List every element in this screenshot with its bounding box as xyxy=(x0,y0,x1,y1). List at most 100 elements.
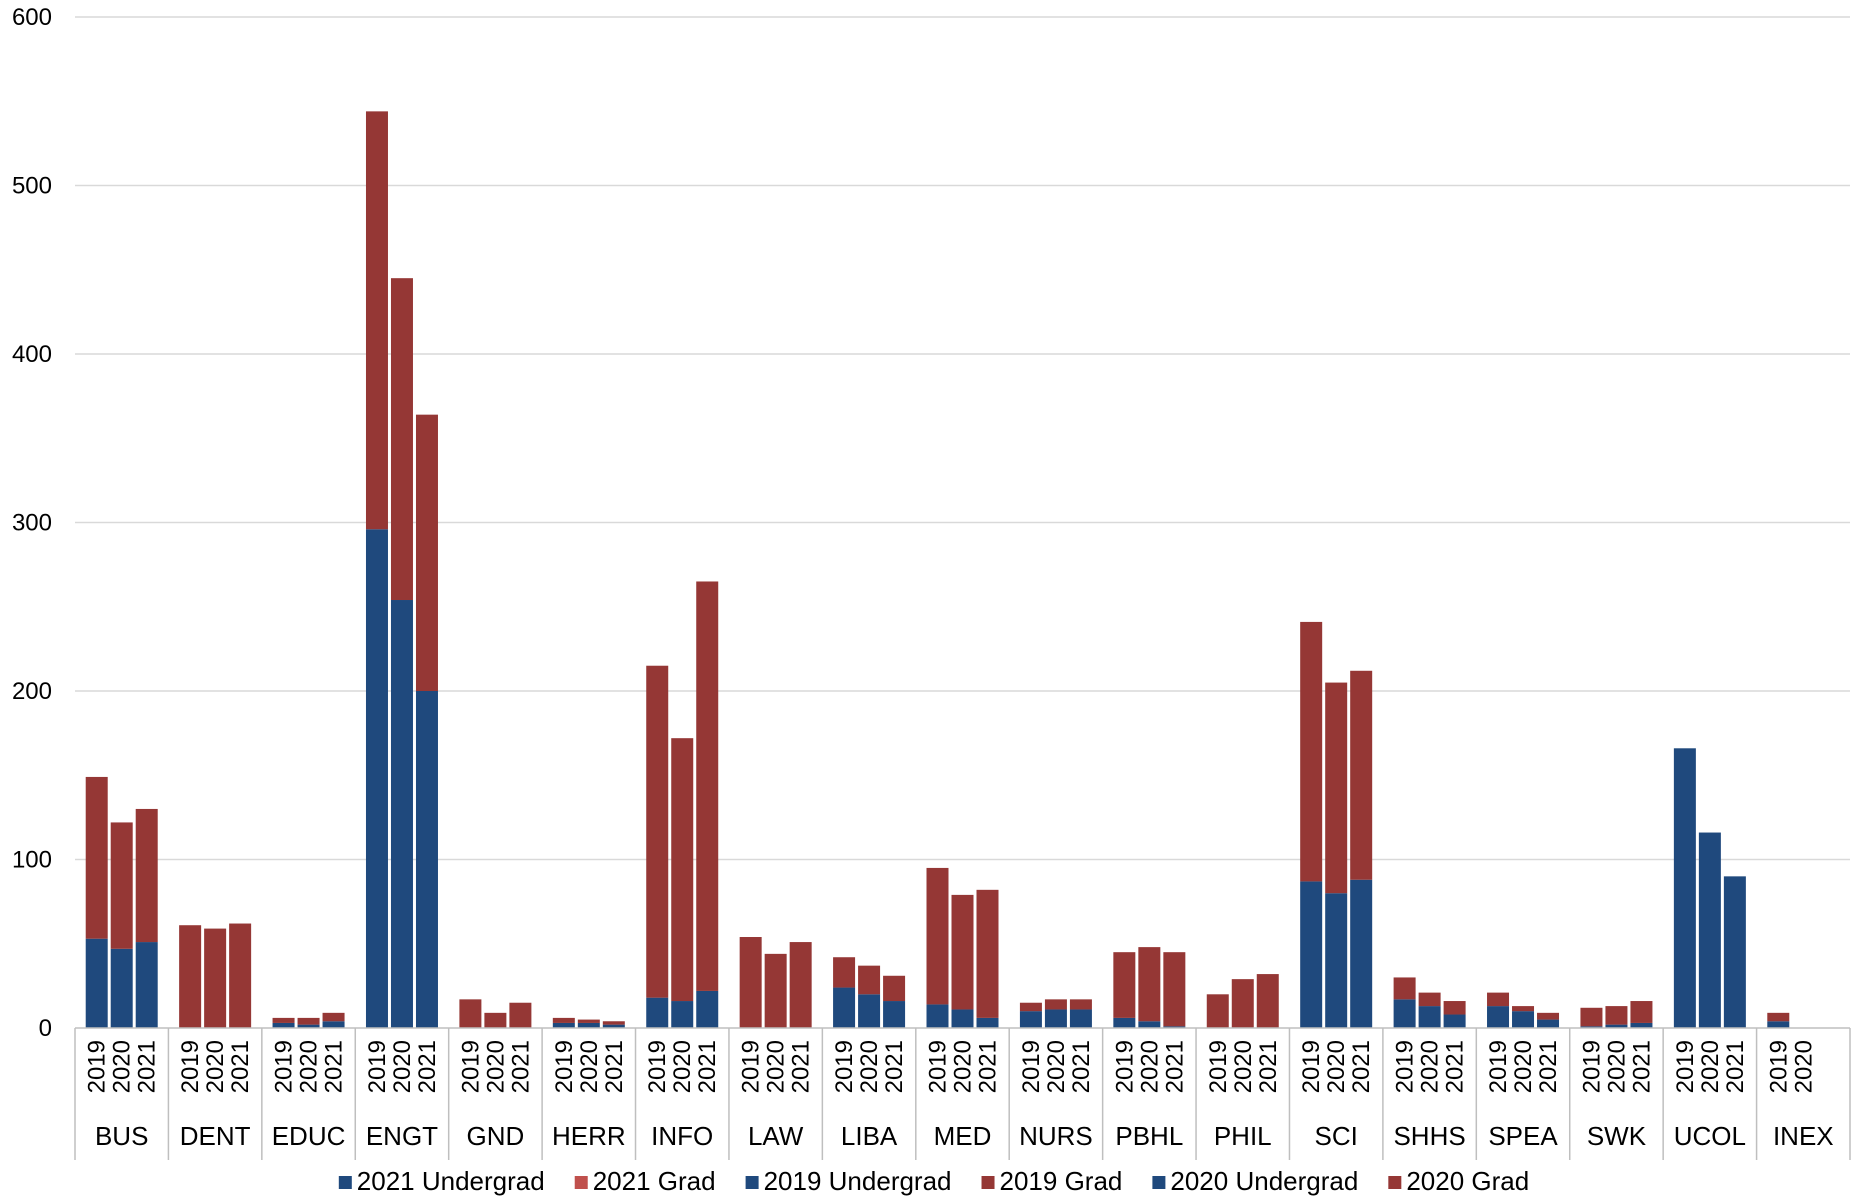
year-tick-label: 2019 xyxy=(644,1040,671,1093)
bar-spea-2021-grad xyxy=(1537,1012,1560,1020)
bar-liba-2021-grad xyxy=(883,975,906,1002)
year-tick-label: 2021 xyxy=(507,1040,534,1093)
year-tick-label: 2019 xyxy=(84,1040,111,1093)
bar-educ-2020-grad xyxy=(297,1017,320,1025)
bar-liba-2020-grad xyxy=(858,965,881,995)
bar-pbhl-2020-grad xyxy=(1138,947,1161,1022)
bar-info-2021-grad xyxy=(696,581,719,991)
category-label-shhs: SHHS xyxy=(1393,1121,1465,1151)
category-label-nurs: NURS xyxy=(1019,1121,1093,1151)
bar-nurs-2021-undergrad xyxy=(1069,1009,1092,1028)
year-tick-label: 2021 xyxy=(1068,1040,1095,1093)
legend-swatch xyxy=(1388,1176,1402,1189)
year-tick-label: 2020 xyxy=(482,1040,509,1093)
legend-swatch xyxy=(981,1176,995,1189)
year-tick-label: 2020 xyxy=(296,1040,323,1093)
bar-sci-2021-undergrad xyxy=(1350,879,1373,1028)
year-tick-label: 2020 xyxy=(763,1040,790,1093)
category-label-spea: SPEA xyxy=(1488,1121,1558,1151)
bar-swk-2020-undergrad xyxy=(1605,1024,1628,1028)
bar-sci-2019-grad xyxy=(1300,621,1323,882)
bar-gnd-2019-grad xyxy=(459,999,482,1028)
year-tick-label: 2019 xyxy=(364,1040,391,1093)
year-tick-label: 2021 xyxy=(788,1040,815,1093)
category-label-liba: LIBA xyxy=(841,1121,898,1151)
legend-label: 2021 Undergrad xyxy=(357,1166,545,1196)
bar-engt-2021-grad xyxy=(415,414,438,691)
year-tick-label: 2019 xyxy=(1765,1040,1792,1093)
year-tick-label: 2019 xyxy=(831,1040,858,1093)
year-tick-label: 2021 xyxy=(1161,1040,1188,1093)
bar-engt-2020-undergrad xyxy=(390,600,413,1028)
grid-lines xyxy=(75,16,1850,861)
year-tick-label: 2020 xyxy=(576,1040,603,1093)
category-label-educ: EDUC xyxy=(272,1121,346,1151)
category-label-swk: SWK xyxy=(1587,1121,1647,1151)
year-tick-label: 2020 xyxy=(1323,1040,1350,1093)
year-tick-label: 2021 xyxy=(1722,1040,1749,1093)
bar-engt-2019-undergrad xyxy=(365,529,388,1028)
bar-liba-2019-undergrad xyxy=(833,987,856,1028)
bar-dent-2019-grad xyxy=(179,925,202,1028)
bar-shhs-2021-undergrad xyxy=(1443,1014,1466,1028)
bar-herr-2019-grad xyxy=(552,1017,575,1023)
bar-spea-2020-grad xyxy=(1512,1006,1535,1012)
bar-nurs-2021-grad xyxy=(1069,999,1092,1010)
bar-nurs-2019-grad xyxy=(1019,1002,1042,1012)
bar-gnd-2020-grad xyxy=(484,1012,507,1028)
bar-shhs-2019-grad xyxy=(1393,977,1416,1000)
legend-label: 2019 Grad xyxy=(1000,1166,1123,1196)
bar-herr-2021-undergrad xyxy=(602,1024,625,1028)
bar-spea-2019-grad xyxy=(1487,992,1510,1007)
bar-med-2021-undergrad xyxy=(976,1017,999,1028)
bar-engt-2021-undergrad xyxy=(415,691,438,1028)
year-tick-label: 2020 xyxy=(1230,1040,1257,1093)
bar-info-2019-grad xyxy=(646,665,669,998)
bar-phil-2020-grad xyxy=(1231,979,1254,1028)
bar-spea-2019-undergrad xyxy=(1487,1006,1510,1028)
year-tick-label: 2019 xyxy=(1672,1040,1699,1093)
bar-swk-2021-undergrad xyxy=(1630,1022,1653,1028)
bar-info-2019-undergrad xyxy=(646,997,669,1028)
bar-herr-2020-grad xyxy=(577,1019,600,1023)
year-tick-label: 2020 xyxy=(856,1040,883,1093)
bar-educ-2019-undergrad xyxy=(272,1022,295,1028)
bar-inex-2019-grad xyxy=(1767,1012,1790,1022)
bar-pbhl-2020-undergrad xyxy=(1138,1021,1161,1028)
year-tick-label: 2019 xyxy=(738,1040,765,1093)
bar-bus-2019-undergrad xyxy=(85,938,108,1028)
year-tick-label: 2019 xyxy=(177,1040,204,1093)
year-tick-label: 2021 xyxy=(601,1040,628,1093)
year-tick-label: 2020 xyxy=(1603,1040,1630,1093)
legend-label: 2020 Undergrad xyxy=(1170,1166,1358,1196)
category-label-info: INFO xyxy=(651,1121,713,1151)
bar-educ-2021-grad xyxy=(322,1012,345,1022)
legend-label: 2021 Grad xyxy=(593,1166,716,1196)
bar-pbhl-2019-undergrad xyxy=(1113,1017,1136,1028)
year-tick-label: 2019 xyxy=(1111,1040,1138,1093)
bar-shhs-2020-undergrad xyxy=(1418,1006,1441,1028)
year-tick-label: 2021 xyxy=(227,1040,254,1093)
year-tick-label: 2020 xyxy=(1697,1040,1724,1093)
year-tick-label: 2020 xyxy=(202,1040,229,1093)
legend-swatch xyxy=(1152,1176,1166,1189)
year-tick-label: 2019 xyxy=(1298,1040,1325,1093)
category-label-gnd: GND xyxy=(467,1121,525,1151)
bar-swk-2019-undergrad xyxy=(1580,1026,1603,1028)
bars xyxy=(85,111,1790,1028)
bar-educ-2021-undergrad xyxy=(322,1021,345,1028)
bar-educ-2019-grad xyxy=(272,1017,295,1023)
x-axis: 201920202021BUS201920202021DENT201920202… xyxy=(74,1027,1851,1160)
bar-ucol-2020-undergrad xyxy=(1698,832,1721,1028)
bar-sci-2021-grad xyxy=(1350,670,1373,880)
year-tick-label: 2021 xyxy=(975,1040,1002,1093)
category-label-pbhl: PBHL xyxy=(1115,1121,1183,1151)
bar-law-2019-grad xyxy=(739,937,762,1028)
bar-phil-2021-grad xyxy=(1256,974,1279,1028)
year-tick-label: 2021 xyxy=(321,1040,348,1093)
y-tick-label: 600 xyxy=(12,4,52,31)
y-tick-label: 100 xyxy=(12,847,52,874)
category-label-sci: SCI xyxy=(1315,1121,1358,1151)
year-tick-label: 2019 xyxy=(1205,1040,1232,1093)
